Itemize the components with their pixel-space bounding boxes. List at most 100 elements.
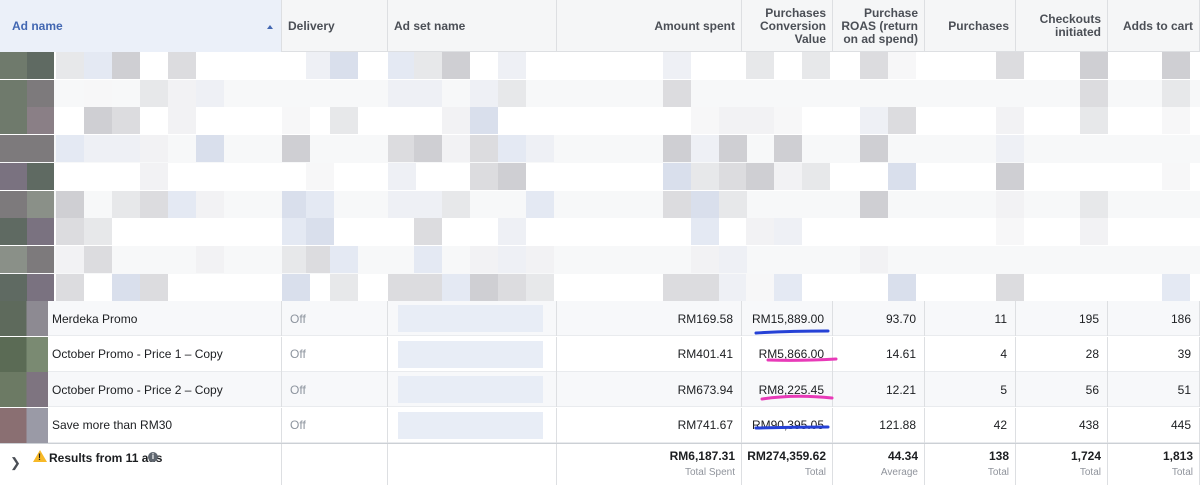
total-value: 44.34 [887,449,918,463]
redacted-block [168,190,196,218]
redacted-block [663,190,691,218]
column-header-purchases[interactable]: Purchases [925,0,1016,52]
total-purchases: 138 Total [925,444,1016,485]
redacted-block [306,162,334,190]
chevron-right-icon[interactable]: ❯ [10,455,21,470]
redacted-block [414,273,442,301]
total-adds-to-cart: 1,813 Total [1108,444,1200,485]
column-header-ad-name[interactable]: Ad name [0,0,282,52]
redacted-block [282,107,310,135]
purchases: 5 [925,372,1016,407]
redacted-block [56,190,84,218]
amount-spent: RM169.58 [557,301,742,336]
table-row[interactable]: Merdeka Promo Off RM169.58 RM15,889.00 93.70… [0,301,1200,336]
redacted-block [860,107,888,135]
column-header-adds-to-cart[interactable]: Adds to cart [1108,0,1200,52]
redacted-block [860,245,888,273]
redacted-block [526,190,554,218]
ad-set-name-cell[interactable] [388,336,557,372]
ad-set-name-cell[interactable] [388,372,557,407]
redacted-block [719,162,747,190]
redacted-block [691,135,719,163]
redacted-block [414,190,442,218]
redacted-block [282,190,310,218]
ad-name[interactable]: Merdeka Promo [52,311,138,326]
redacted-block [719,273,747,301]
redacted-block [719,107,747,135]
redacted-block [306,190,334,218]
ad-name-cell[interactable]: Save more than RM30 [0,407,282,443]
redacted-block [112,52,140,79]
redacted-block [498,162,526,190]
redacted-block [388,273,416,301]
info-icon[interactable]: i [148,452,158,462]
ad-set-name-cell[interactable] [388,407,557,443]
blurred-thumbnail [27,135,54,163]
ad-name[interactable]: October Promo - Price 1 – Copy [52,347,223,361]
redacted-block [414,135,442,163]
column-label: Checkouts initiated [1039,12,1101,39]
total-value: RM274,359.62 [747,449,826,463]
column-header-roas[interactable]: Purchase ROAS (return on ad spend) [833,0,925,52]
blurred-thumbnail [0,162,27,190]
redacted-block [663,79,691,107]
table-row[interactable]: Save more than RM30 Off RM741.67 RM90,395.0… [0,407,1200,443]
redacted-block [282,245,310,273]
ad-name[interactable]: October Promo - Price 2 – Copy [52,382,223,397]
redacted-row [0,245,1200,274]
redacted-block [330,273,358,301]
redacted-block [996,162,1024,190]
checkouts-initiated: 28 [1016,336,1108,372]
purchases: 11 [925,301,1016,336]
redacted-block [1080,79,1108,107]
results-summary[interactable]: ❯ ! Results from 11 ads i [0,444,282,485]
redacted-block [442,273,470,301]
redacted-block [330,107,358,135]
ad-name-cell[interactable]: October Promo - Price 1 – Copy [0,336,282,372]
redacted-block [1162,162,1190,190]
ad-name-cell[interactable]: Merdeka Promo [0,301,282,336]
redacted-block [996,52,1024,79]
sort-ascending-icon[interactable] [267,25,273,29]
ad-name[interactable]: Save more than RM30 [52,418,173,432]
column-header-conversion-value[interactable]: Purchases Conversion Value [742,0,833,52]
redacted-block [306,218,334,246]
column-header-checkouts[interactable]: Checkouts initiated [1016,0,1108,52]
redacted-block [112,107,140,135]
column-header-delivery[interactable]: Delivery [282,0,388,52]
ad-set-name-cell[interactable] [388,301,557,336]
average-roas: 44.34 Average [833,444,925,485]
redacted-block [719,245,747,273]
adds-to-cart: 39 [1108,336,1200,372]
redacted-block [388,52,416,79]
total-amount-spent: RM6,187.31 Total Spent [557,444,742,485]
total-value: 1,724 [1070,449,1101,463]
column-header-ad-set-name[interactable]: Ad set name [388,0,557,52]
blurred-thumbnail [27,52,54,79]
ad-name-cell[interactable]: October Promo - Price 2 – Copy [0,372,282,407]
redacted-block [746,218,774,246]
conversion-value: RM8,225.45 [742,372,833,407]
adds-to-cart: 51 [1108,372,1200,407]
blurred-thumbnail [27,273,54,301]
redacted-block [84,79,112,107]
column-header-amount-spent[interactable]: Amount spent [557,0,742,52]
amount-spent: RM401.41 [557,336,742,372]
blurred-thumbnail [0,135,27,163]
redacted-block [140,79,168,107]
redacted-block [196,79,224,107]
redacted-block [112,190,140,218]
column-label: Adds to cart [1122,18,1193,33]
conversion-value: RM5,866.00 [742,336,833,372]
table-row[interactable]: October Promo - Price 2 – Copy Off RM673.9… [0,372,1200,407]
redacted-row [0,52,1200,80]
redacted-block [860,52,888,79]
redacted-block [112,273,140,301]
checkouts-initiated: 56 [1016,372,1108,407]
purchases: 42 [925,407,1016,443]
total-checkouts: 1,724 Total [1016,444,1108,485]
blurred-thumbnail [0,245,27,273]
redacted-block [168,107,196,135]
table-row[interactable]: October Promo - Price 1 – Copy Off RM401.4… [0,336,1200,372]
blurred-thumbnail [27,79,54,107]
